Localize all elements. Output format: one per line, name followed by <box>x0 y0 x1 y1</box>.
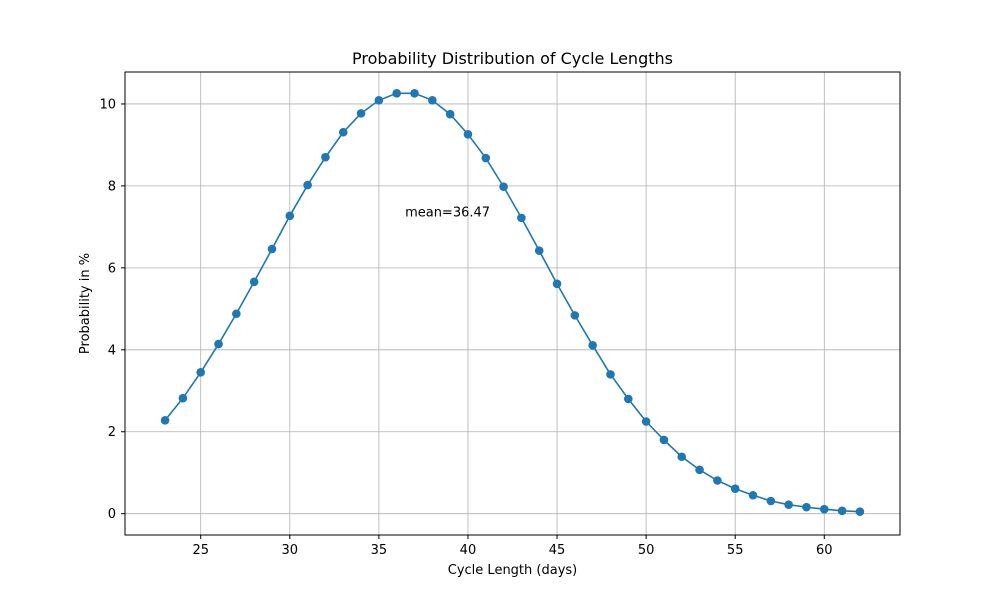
data-point <box>588 340 597 350</box>
data-point <box>819 504 829 514</box>
data-point <box>730 484 740 494</box>
x-tick-label: 25 <box>192 543 209 558</box>
data-point <box>499 182 508 192</box>
x-tick-label: 45 <box>549 543 566 558</box>
data-point <box>641 417 651 426</box>
data-point <box>552 279 562 289</box>
data-point <box>713 476 722 485</box>
y-axis-label: Probability in % <box>78 253 93 354</box>
data-point <box>802 502 811 512</box>
x-tick-label: 40 <box>460 543 477 558</box>
x-tick-label: 30 <box>282 543 299 558</box>
data-point <box>178 393 188 403</box>
data-point <box>570 311 580 320</box>
data-point <box>695 465 704 475</box>
x-tick-label: 55 <box>727 543 744 558</box>
data-point <box>534 246 544 255</box>
series-layer: mean=36.47 <box>160 89 865 516</box>
y-tick-label: 10 <box>99 97 116 112</box>
data-point <box>784 500 793 509</box>
chart-title: Probability Distribution of Cycle Length… <box>352 49 673 68</box>
data-point <box>624 394 633 404</box>
data-point <box>677 452 687 462</box>
data-point <box>392 89 401 98</box>
data-point <box>659 435 669 445</box>
y-tick-label: 0 <box>108 507 116 522</box>
data-point <box>374 95 384 105</box>
x-axis-label: Cycle Length (days) <box>448 563 577 578</box>
data-point <box>303 180 312 190</box>
data-point <box>855 507 865 516</box>
data-point <box>766 496 776 506</box>
series-line <box>164 92 860 513</box>
x-tick-label: 50 <box>638 543 655 558</box>
data-point <box>232 309 241 319</box>
tick-marks: 25 30 35 40 45 50 55 60 0 2 4 6 8 10 <box>99 97 832 558</box>
mean-annotation: mean=36.47 <box>405 206 490 221</box>
data-point <box>606 370 615 379</box>
y-tick-label: 4 <box>108 343 116 358</box>
data-point <box>214 339 223 349</box>
data-point <box>748 490 758 500</box>
x-tick-label: 35 <box>371 543 388 558</box>
data-point <box>160 415 170 425</box>
data-point <box>321 152 330 162</box>
y-tick-label: 6 <box>108 261 116 276</box>
data-point <box>267 244 277 254</box>
y-tick-label: 2 <box>108 425 116 440</box>
grid-lines <box>125 72 900 535</box>
data-point <box>463 129 473 139</box>
data-point <box>356 109 366 118</box>
data-point <box>285 211 295 221</box>
axes-frame <box>124 71 901 536</box>
data-point <box>445 109 455 119</box>
data-point <box>410 89 419 98</box>
data-point <box>837 506 847 516</box>
x-tick-label: 60 <box>816 543 833 558</box>
data-point <box>249 277 259 287</box>
data-point <box>517 213 526 223</box>
data-point <box>338 127 348 137</box>
data-point <box>428 95 437 105</box>
data-point <box>196 368 206 377</box>
y-tick-label: 8 <box>108 179 116 194</box>
data-point <box>481 153 491 163</box>
